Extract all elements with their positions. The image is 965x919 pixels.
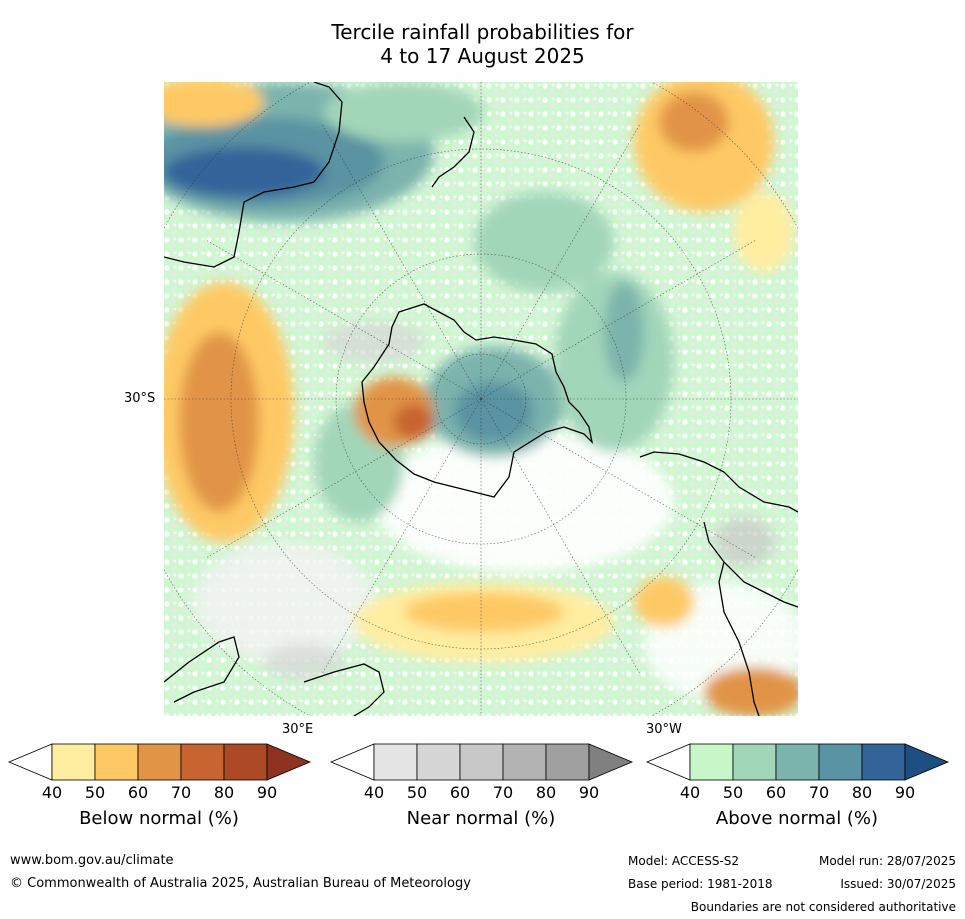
colorbar-below-normal-svg — [7, 743, 312, 781]
colorbar-below-box — [223, 743, 268, 781]
colorbar-above-box — [689, 743, 734, 781]
colorbar-near-tick: 80 — [535, 783, 557, 802]
south-america-west — [718, 561, 760, 716]
colorbar-near-box — [545, 743, 590, 781]
colorbar-below-tick: 60 — [127, 783, 149, 802]
colorbar-below-right-extension — [266, 743, 312, 781]
colorbar-near-tick: 40 — [363, 783, 385, 802]
map-canvas — [164, 82, 798, 716]
madagascar-coast — [303, 663, 385, 716]
footer-model-run: Model run: 28/07/2025 — [818, 854, 956, 868]
colorbar-label-near: Near normal (%) — [406, 808, 556, 829]
colorbar-above-right-extension — [904, 743, 950, 781]
colorbar-below-tick: 70 — [170, 783, 192, 802]
lon-label-30w: 30°W — [646, 722, 682, 737]
colorbar-below-box — [94, 743, 139, 781]
footer-copyright: © Commonwealth of Australia 2025, Austra… — [10, 876, 471, 891]
colorbar-below-tick: 50 — [84, 783, 106, 802]
footer-url[interactable]: www.bom.gov.au/climate — [10, 853, 174, 868]
graticule — [164, 82, 798, 716]
south-america-coast — [639, 451, 798, 513]
colorbar-near-normal-svg — [329, 743, 634, 781]
colorbar-near-box — [502, 743, 547, 781]
footer-issued: Issued: 30/07/2025 — [840, 877, 956, 891]
footer-disclaimer: Boundaries are not considered authoritat… — [690, 900, 956, 914]
colorbar-label-above: Above normal (%) — [715, 808, 879, 829]
australia-coast — [164, 82, 343, 268]
colorbar-near-tick: 50 — [406, 783, 428, 802]
footer-base-period: Base period: 1981-2018 — [628, 877, 773, 891]
title-line-2: 4 to 17 August 2025 — [380, 44, 585, 68]
colorbar-above-tick: 70 — [808, 783, 830, 802]
probability-shading — [164, 82, 798, 716]
colorbar-near-box — [416, 743, 461, 781]
colorbar-near-tick: 90 — [578, 783, 600, 802]
colorbar-below-normal — [7, 742, 312, 782]
colorbar-label-below: Below normal (%) — [79, 808, 239, 829]
colorbar-above-left-extension — [645, 743, 691, 781]
title-line-1: Tercile rainfall probabilities for — [331, 20, 634, 44]
colorbar-above-box — [818, 743, 863, 781]
africa-coast — [164, 636, 240, 703]
colorbar-below-tick: 90 — [256, 783, 278, 802]
colorbar-below-box — [180, 743, 225, 781]
colorbar-below-left-extension — [7, 743, 53, 781]
antarctica-coast — [361, 303, 594, 498]
colorbar-below-tick: 40 — [41, 783, 63, 802]
colorbar-below-box — [137, 743, 182, 781]
colorbar-near-box — [373, 743, 418, 781]
footer-model: Model: ACCESS-S2 — [628, 854, 740, 868]
lon-label-30e: 30°E — [282, 722, 314, 737]
colorbar-near-normal — [329, 742, 634, 782]
colorbar-below-tick: 80 — [213, 783, 235, 802]
colorbar-above-box — [732, 743, 777, 781]
colorbar-near-tick: 60 — [449, 783, 471, 802]
south-america-east — [703, 521, 798, 608]
colorbar-near-right-extension — [588, 743, 634, 781]
colorbar-above-tick: 50 — [722, 783, 744, 802]
colorbar-below-box — [51, 743, 96, 781]
colorbar-above-normal-svg — [645, 743, 950, 781]
polar-map — [164, 82, 798, 716]
colorbar-above-box — [861, 743, 906, 781]
colorbar-above-box — [775, 743, 820, 781]
colorbar-above-tick: 90 — [894, 783, 916, 802]
lat-label-30s: 30°S — [124, 391, 156, 406]
colorbar-near-left-extension — [329, 743, 375, 781]
colorbar-above-tick: 60 — [765, 783, 787, 802]
colorbar-above-tick: 40 — [679, 783, 701, 802]
new-zealand-coast — [431, 116, 475, 188]
colorbar-above-normal — [645, 742, 950, 782]
colorbar-near-box — [459, 743, 504, 781]
map-title: Tercile rainfall probabilities for 4 to … — [0, 20, 965, 68]
colorbar-near-tick: 70 — [492, 783, 514, 802]
colorbar-above-tick: 80 — [851, 783, 873, 802]
coastlines — [164, 82, 798, 716]
